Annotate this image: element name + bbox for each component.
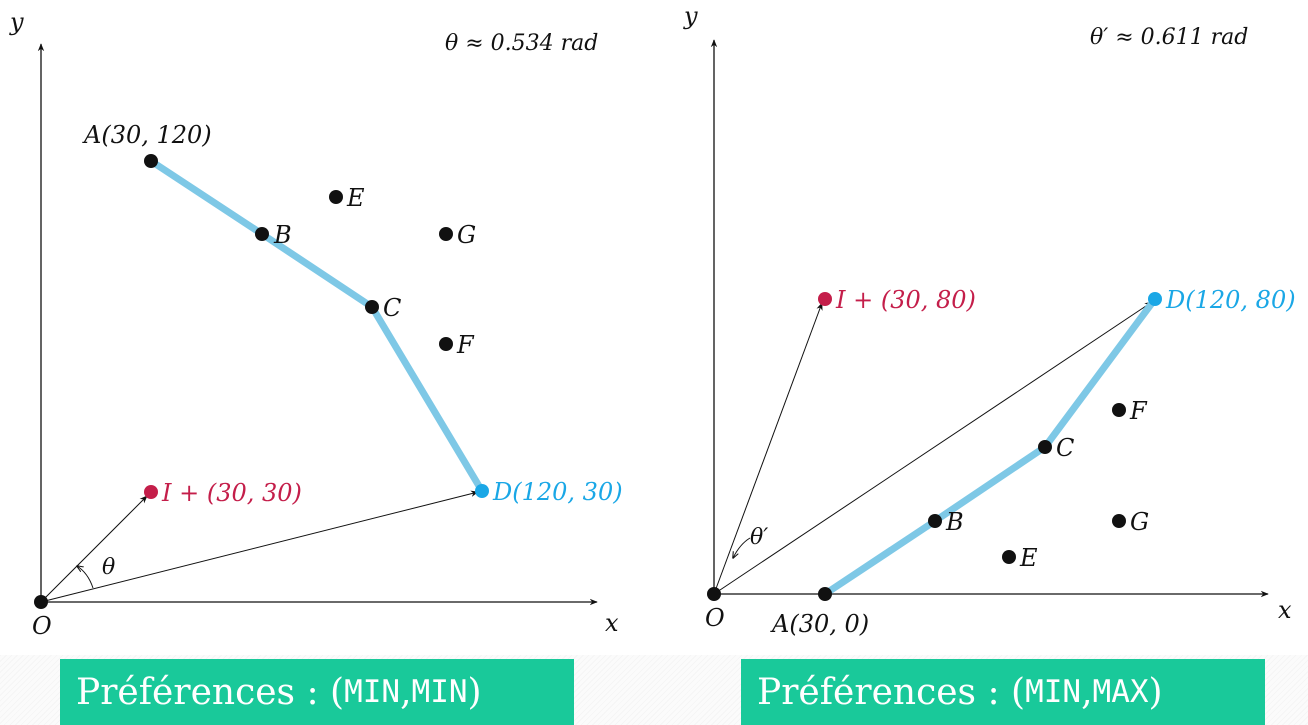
right-vector-ideal xyxy=(713,302,823,595)
right-vector-d xyxy=(713,301,1153,595)
right-angle-value: θ′ ≈ 0.611 rad xyxy=(1090,25,1248,50)
right-origin-label: O xyxy=(705,604,725,632)
right-point-e xyxy=(1002,550,1016,564)
right-y-axis-label: y xyxy=(683,2,698,30)
left-label-b: B xyxy=(273,221,292,249)
right-label-f: F xyxy=(1129,397,1148,425)
right-label-b: B xyxy=(945,508,964,536)
right-x-axis-label: x xyxy=(1278,596,1292,624)
left-point-origin xyxy=(34,595,48,609)
left-angle-arc xyxy=(77,566,94,589)
left-vector-d xyxy=(40,490,479,603)
right-caption-first: MIN xyxy=(1025,674,1082,710)
left-point-g xyxy=(439,227,453,241)
left-point-a xyxy=(144,154,158,168)
right-theta: θ′ xyxy=(750,525,768,550)
left-preferences-caption: Préférences : (MIN, MIN) xyxy=(60,659,574,725)
right-point-f xyxy=(1112,403,1126,417)
right-point-c xyxy=(1038,440,1052,454)
right-label-d: D(120, 80) xyxy=(1165,286,1296,314)
left-y-axis-label: y xyxy=(9,8,24,36)
left-point-d xyxy=(475,484,489,498)
left-label-c: C xyxy=(383,294,401,322)
left-label-g: G xyxy=(457,221,476,249)
right-point-ideal xyxy=(818,292,832,306)
right-panel: y x O θ′ ≈ 0.611 rad θ′ A(30, 0) B C E G… xyxy=(683,2,1296,638)
right-label-ideal: I + (30, 80) xyxy=(835,286,976,314)
left-point-f xyxy=(439,337,453,351)
right-point-d xyxy=(1148,292,1162,306)
left-caption-prefix: Préférences : ( xyxy=(76,671,345,713)
right-point-b xyxy=(928,514,942,528)
left-caption-first: MIN xyxy=(344,674,401,710)
right-caption-separator: , xyxy=(1081,671,1093,713)
left-label-f: F xyxy=(456,331,475,359)
left-caption-separator: , xyxy=(400,671,412,713)
right-path xyxy=(821,295,1159,598)
left-point-e xyxy=(329,190,343,204)
left-angle-value: θ ≈ 0.534 rad xyxy=(445,31,598,56)
right-caption-prefix: Préférences : ( xyxy=(757,671,1026,713)
left-theta: θ xyxy=(102,555,115,580)
left-vector-ideal xyxy=(40,495,148,603)
left-panel: y x O θ ≈ 0.534 rad θ A(30, 120) B C E G… xyxy=(9,8,623,640)
right-caption-second: MAX xyxy=(1092,674,1149,710)
left-point-ideal xyxy=(144,485,158,499)
right-preferences-caption: Préférences : (MIN, MAX) xyxy=(741,659,1265,725)
right-point-a xyxy=(818,587,832,601)
left-label-d: D(120, 30) xyxy=(492,478,623,506)
left-x-axis-label: x xyxy=(605,609,619,637)
left-label-e: E xyxy=(346,184,365,212)
left-point-c xyxy=(365,300,379,314)
right-label-a: A(30, 0) xyxy=(770,610,869,638)
left-label-ideal: I + (30, 30) xyxy=(161,479,302,507)
right-point-g xyxy=(1112,514,1126,528)
right-point-origin xyxy=(707,587,721,601)
pareto-diagrams: y x O θ ≈ 0.534 rad θ A(30, 120) B C E G… xyxy=(9,2,1296,640)
right-label-g: G xyxy=(1130,508,1149,536)
right-angle-arc xyxy=(733,537,751,558)
right-caption-suffix: ) xyxy=(1148,671,1163,713)
left-origin-label: O xyxy=(32,612,52,640)
right-label-c: C xyxy=(1056,434,1074,462)
left-point-b xyxy=(255,227,269,241)
right-label-e: E xyxy=(1019,544,1038,572)
left-caption-suffix: ) xyxy=(467,671,482,713)
left-path xyxy=(147,157,486,495)
left-caption-second: MIN xyxy=(411,674,468,710)
left-label-a: A(30, 120) xyxy=(82,121,212,149)
